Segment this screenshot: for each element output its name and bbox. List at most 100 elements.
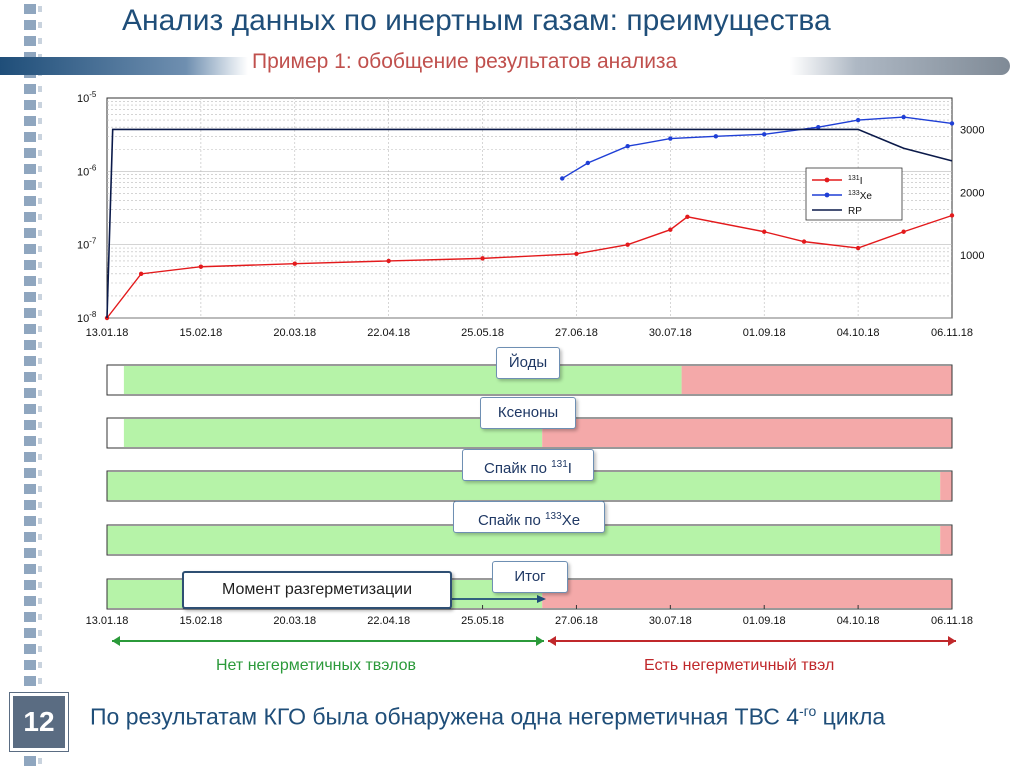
x-tick-label: 13.01.18 — [86, 327, 129, 339]
strip-square — [24, 676, 36, 686]
strip-square — [24, 4, 36, 14]
strip-square — [24, 196, 36, 206]
strip-square — [38, 230, 42, 236]
strip-square — [24, 548, 36, 558]
strip-square — [24, 580, 36, 590]
timeline-tick-label: 25.05.18 — [461, 615, 504, 627]
y-right-tick-label: 1000 — [960, 250, 984, 262]
strip-square — [24, 516, 36, 526]
strip-square — [24, 500, 36, 510]
leak-label: Есть негерметичный твэл — [644, 657, 835, 674]
strip-square — [38, 550, 42, 556]
strip-square — [24, 436, 36, 446]
header-left-bar — [0, 57, 248, 75]
x-tick-label: 20.03.18 — [273, 327, 316, 339]
timeline-red-segment — [542, 580, 952, 608]
header-right-bar — [790, 57, 1010, 75]
strip-square — [38, 374, 42, 380]
data-point-131i — [801, 239, 807, 244]
strip-square — [38, 134, 42, 140]
strip-square — [38, 566, 42, 572]
data-point-131i — [668, 227, 673, 232]
data-point-133xe — [560, 176, 565, 181]
data-point-131i — [138, 271, 144, 277]
y-left-tick-label: 10-6 — [77, 163, 97, 178]
legend-marker — [824, 177, 830, 183]
x-tick-label: 15.02.18 — [179, 327, 222, 339]
data-point-131i — [480, 256, 485, 261]
strip-square — [24, 244, 36, 254]
timeline-red-segment — [940, 472, 952, 500]
y-left-tick-label: 10-7 — [77, 237, 97, 252]
strip-square — [38, 102, 42, 108]
strip-square — [38, 582, 42, 588]
strip-square — [38, 438, 42, 444]
timeline-tick-label: 13.01.18 — [86, 615, 129, 627]
data-point-131i — [574, 251, 579, 257]
row-label-spike-i131: Спайк по 131I — [462, 449, 594, 481]
depressurization-moment-callout: Момент разгерметизации — [182, 571, 452, 609]
row-label-xenon: Ксеноны — [480, 397, 576, 429]
strip-square — [24, 596, 36, 606]
strip-square — [24, 292, 36, 302]
strip-square — [24, 276, 36, 286]
timeline-tick-label: 20.03.18 — [273, 615, 316, 627]
timeline-red-segment — [940, 526, 952, 554]
strip-square — [38, 422, 42, 428]
data-point-133xe — [668, 136, 673, 141]
strip-square — [38, 38, 42, 44]
data-point-133xe — [816, 124, 821, 130]
strip-square — [38, 310, 42, 316]
strip-square — [24, 148, 36, 158]
strip-square — [38, 662, 42, 668]
callout-arrowhead — [537, 595, 546, 603]
legend-box — [805, 167, 903, 221]
strip-square — [24, 404, 36, 414]
y-right-tick-label: 3000 — [960, 124, 984, 136]
strip-square — [24, 36, 36, 46]
series-line-133xe — [561, 116, 953, 180]
timeline-green-segment — [123, 366, 682, 394]
strip-square — [38, 166, 42, 172]
data-point-133xe — [585, 160, 591, 166]
strip-square — [24, 260, 36, 270]
strip-square — [38, 454, 42, 460]
strip-square — [38, 86, 42, 92]
x-tick-label: 04.10.18 — [837, 327, 880, 339]
timeline-tick-label: 30.07.18 — [649, 615, 692, 627]
strip-square — [24, 612, 36, 622]
data-point-131i — [386, 258, 391, 264]
strip-square — [38, 758, 42, 764]
data-point-133xe — [949, 121, 955, 126]
strip-square — [24, 308, 36, 318]
strip-square — [24, 452, 36, 462]
strip-square — [24, 420, 36, 430]
strip-square — [38, 486, 42, 492]
series-line-rp — [106, 128, 953, 319]
strip-square — [24, 180, 36, 190]
timeline-tick-label: 04.10.18 — [837, 615, 880, 627]
strip-square — [38, 646, 42, 652]
strip-square — [38, 22, 42, 28]
x-tick-label: 27.06.18 — [555, 327, 598, 339]
strip-square — [24, 356, 36, 366]
legend-marker — [824, 192, 830, 198]
data-point-131i — [901, 229, 906, 234]
strip-square — [24, 324, 36, 334]
y-left-tick-label: 10-5 — [77, 90, 97, 105]
strip-square — [38, 678, 42, 684]
strip-square — [24, 372, 36, 382]
timeline-tick-label: 22.04.18 — [367, 615, 410, 627]
timeline-green-segment — [123, 419, 543, 447]
timeline-tick-label: 27.06.18 — [555, 615, 598, 627]
strip-square — [38, 534, 42, 540]
data-point-131i — [292, 261, 297, 266]
y-right-tick-label: 2000 — [960, 187, 984, 199]
strip-square — [38, 278, 42, 284]
data-point-131i — [762, 229, 767, 234]
strip-square — [38, 214, 42, 220]
strip-square — [38, 502, 42, 508]
strip-square — [38, 262, 42, 268]
x-tick-label: 30.07.18 — [649, 327, 692, 339]
strip-square — [38, 182, 42, 188]
